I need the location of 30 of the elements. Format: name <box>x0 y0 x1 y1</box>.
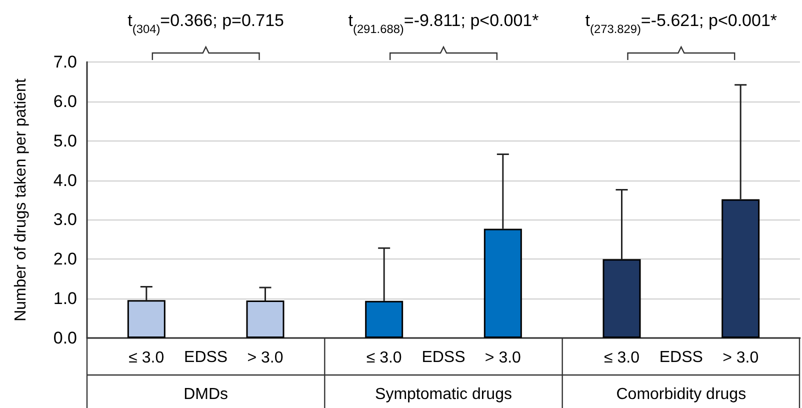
y-tick-label: 7.0 <box>53 52 77 72</box>
bar <box>365 300 404 338</box>
x-tick-label: ≤ 3.0 <box>128 350 164 366</box>
text: DMDs <box>184 386 228 403</box>
y-tick-label: 3.0 <box>53 210 77 230</box>
text: EDSS <box>659 349 703 366</box>
y-tick-label: 6.0 <box>53 92 77 111</box>
y-axis-title: Number of drugs taken per patient <box>12 78 30 322</box>
bar <box>246 300 284 338</box>
y-tick-label: 1.0 <box>53 289 77 308</box>
text: Symptomatic drugs <box>375 386 512 403</box>
bar <box>127 300 166 338</box>
x-tick-label: ≤ 3.0 <box>366 350 402 366</box>
x-tick-label: > 3.0 <box>484 350 522 366</box>
text: t$_{(291.688)}$=-9.811; p<0.001* <box>348 11 540 36</box>
text: Comorbidity drugs <box>616 386 746 403</box>
y-tick-label: 5.0 <box>53 131 77 150</box>
y-tick-label: 0.0 <box>53 328 77 348</box>
text: EDSS <box>422 349 466 366</box>
x-tick-label: > 3.0 <box>722 350 759 366</box>
bar <box>602 259 641 338</box>
y-tick-label: 2.0 <box>53 250 77 269</box>
text: t$_{(273.829)}$=-5.621; p<0.001* <box>585 11 778 36</box>
text: EDSS <box>184 349 228 366</box>
text: t$_{(304)}$=0.366; p=0.715 <box>128 11 284 36</box>
bar <box>484 228 522 338</box>
bar <box>722 199 760 338</box>
x-tick-label: ≤ 3.0 <box>604 350 640 366</box>
x-tick-label: > 3.0 <box>247 350 284 366</box>
y-tick-label: 4.0 <box>53 170 77 190</box>
